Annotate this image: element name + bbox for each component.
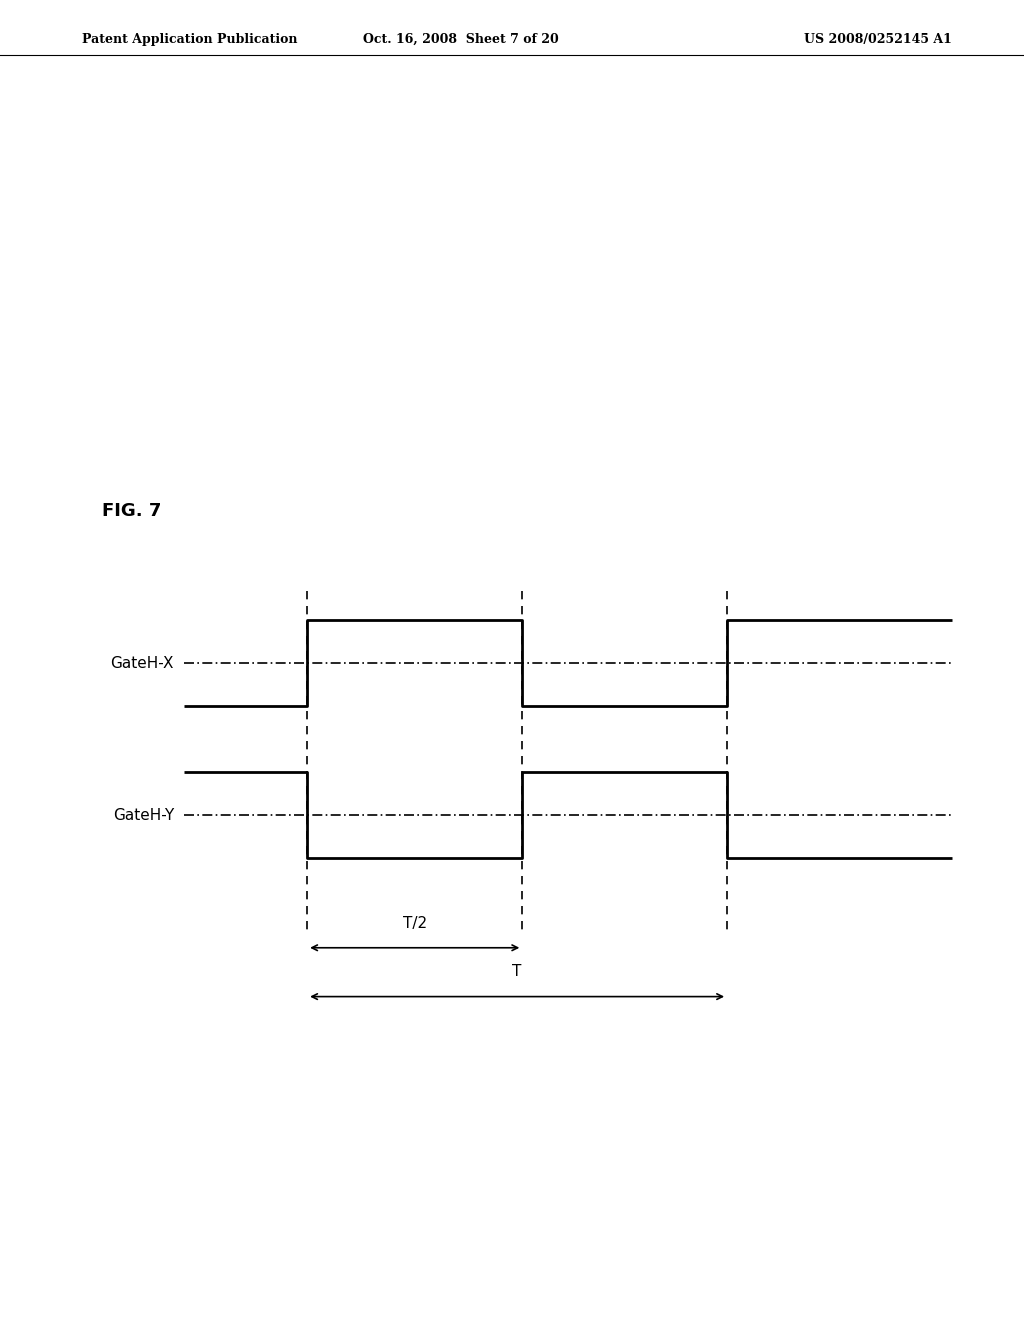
Text: GateH-Y: GateH-Y: [113, 808, 174, 822]
Text: US 2008/0252145 A1: US 2008/0252145 A1: [805, 33, 952, 46]
Text: Patent Application Publication: Patent Application Publication: [82, 33, 297, 46]
Text: Oct. 16, 2008  Sheet 7 of 20: Oct. 16, 2008 Sheet 7 of 20: [362, 33, 559, 46]
Text: FIG. 7: FIG. 7: [102, 502, 162, 520]
Text: T/2: T/2: [402, 916, 427, 931]
Text: T: T: [512, 965, 522, 979]
Text: GateH-X: GateH-X: [111, 656, 174, 671]
